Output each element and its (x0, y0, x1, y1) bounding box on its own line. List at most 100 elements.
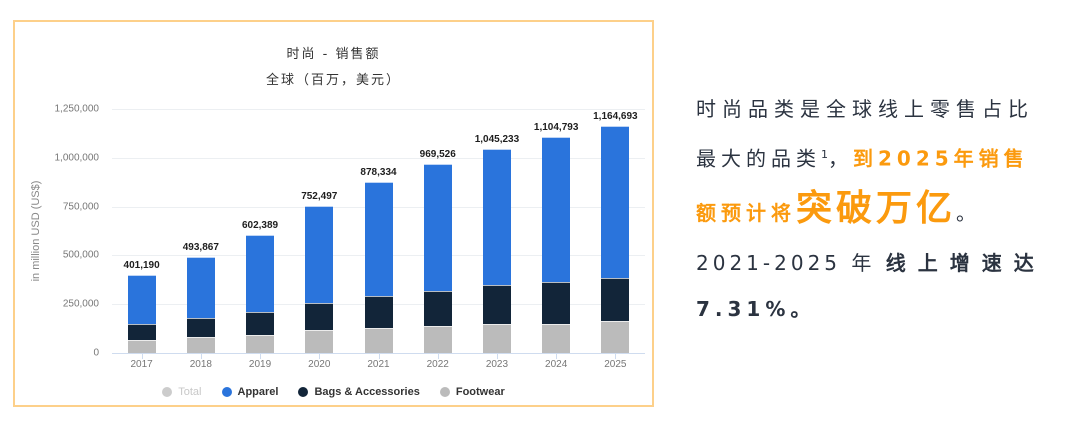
bar-total-label: 1,104,793 (533, 122, 579, 134)
segment-apparel[interactable] (542, 137, 571, 282)
y-tick-label: 1,250,000 (54, 103, 100, 115)
segment-bags[interactable] (482, 285, 511, 324)
gridline (112, 157, 645, 159)
chart-card: 时尚 - 销售额 全球（百万，美元） in million USD (US$) … (13, 20, 654, 407)
x-tick (319, 354, 321, 359)
side-line-1: 时尚品类是全球线上零售占比 (696, 97, 1034, 121)
segment-bags[interactable] (542, 281, 571, 324)
side-line-4: 2021-2025 年 线上增速达 (696, 240, 1066, 286)
legend: Total Apparel Bags & Accessories Footwear (15, 386, 652, 398)
y-tick-label: 250,000 (62, 298, 99, 310)
period: 。 (956, 201, 982, 225)
side-line-5: 7.31%。 (696, 286, 1066, 332)
y-axis-label: in million USD (US$) (30, 180, 42, 282)
segment-footwear[interactable] (305, 329, 334, 353)
legend-dot-icon (162, 387, 173, 397)
legend-label: Footwear (455, 386, 505, 398)
x-tick (496, 354, 498, 359)
highlight-trillion: 突破万亿 (796, 188, 957, 229)
bar-2025[interactable]: 1,164,693 (593, 111, 638, 353)
side-line-2-text: 最大的品类 (696, 146, 821, 171)
x-tick-label: 2023 (485, 359, 509, 370)
chart-subtitle: 全球（百万，美元） (265, 73, 401, 88)
highlight-2025: 到2025年销售 (853, 146, 1029, 171)
segment-apparel[interactable] (482, 148, 511, 286)
x-tick (260, 354, 262, 359)
x-tick-label: 2025 (604, 359, 627, 370)
legend-label: Apparel (237, 386, 279, 398)
bar-total-label: 493,867 (182, 241, 219, 253)
legend-item[interactable]: Total (162, 386, 202, 398)
bar-total-label: 1,045,233 (474, 133, 520, 145)
x-tick-label: 2020 (308, 359, 331, 370)
segment-apparel[interactable] (423, 163, 452, 291)
bar-total-label: 878,334 (360, 166, 397, 178)
bar-total-label: 969,526 (419, 148, 456, 160)
segment-bags[interactable] (186, 318, 215, 337)
legend-item[interactable]: Apparel (221, 386, 279, 398)
segment-footwear[interactable] (482, 323, 511, 353)
x-tick-label: 2019 (248, 359, 272, 370)
bar-total-label: 602,389 (241, 220, 279, 232)
segment-footwear[interactable] (127, 339, 156, 353)
bar-total-label: 752,497 (301, 191, 338, 203)
bar-2022[interactable]: 969,526 (420, 149, 456, 353)
segment-footwear[interactable] (423, 326, 452, 353)
highlight-forecast: 额预计将 (696, 201, 796, 225)
segment-apparel[interactable] (246, 235, 275, 312)
x-tick-label: 2018 (189, 359, 212, 370)
segment-bags[interactable] (127, 323, 156, 340)
side-description: 时尚品类是全球线上零售占比 最大的品类1，到2025年销售 额预计将突破万亿。 … (696, 86, 1066, 332)
side-line-2: 最大的品类1，到2025年销售 (696, 132, 1066, 178)
segment-bags[interactable] (305, 303, 334, 330)
bar-2017[interactable]: 401,190 (124, 260, 160, 353)
bar-2021[interactable]: 878,334 (360, 167, 397, 353)
x-tick (141, 354, 143, 359)
y-tick-label: 0 (93, 347, 99, 359)
segment-bags[interactable] (423, 290, 452, 327)
segment-footwear[interactable] (186, 336, 215, 353)
segment-apparel[interactable] (601, 125, 630, 279)
segment-footwear[interactable] (364, 328, 393, 353)
years-range: 2021-2025 年 (696, 251, 886, 275)
segment-footwear[interactable] (601, 320, 630, 353)
x-tick (200, 354, 202, 359)
bar-total-label: 401,190 (123, 259, 160, 271)
segment-apparel[interactable] (186, 256, 215, 319)
legend-label: Total (178, 386, 202, 398)
bar-2024[interactable]: 1,104,793 (534, 122, 578, 353)
y-tick-label: 1,000,000 (54, 152, 100, 164)
segment-apparel[interactable] (364, 181, 393, 296)
segment-bags[interactable] (364, 296, 393, 328)
gridline (112, 109, 645, 110)
x-axis-line (112, 353, 645, 354)
bar-2018[interactable]: 493,867 (183, 242, 219, 353)
x-tick-label: 2017 (130, 359, 153, 370)
legend-item[interactable]: Bags & Accessories (298, 386, 420, 398)
x-tick (378, 354, 380, 359)
segment-footwear[interactable] (246, 335, 275, 353)
chart-title: 时尚 - 销售额 (286, 47, 381, 62)
x-tick (615, 354, 617, 359)
bar-2023[interactable]: 1,045,233 (475, 134, 519, 353)
x-tick (437, 354, 439, 359)
bar-total-label: 1,164,693 (593, 110, 638, 122)
segment-footwear[interactable] (542, 323, 571, 353)
growth-rate: 7.31%。 (696, 297, 816, 321)
bar-2019[interactable]: 602,389 (242, 220, 278, 353)
legend-item[interactable]: Footwear (439, 386, 505, 398)
side-line-2-comma: ， (828, 146, 853, 171)
legend-dot-icon (439, 387, 450, 397)
segment-bags[interactable] (601, 278, 630, 321)
x-tick-label: 2024 (545, 359, 568, 370)
segment-apparel[interactable] (305, 206, 334, 304)
legend-label: Bags & Accessories (314, 386, 420, 398)
segment-apparel[interactable] (127, 274, 156, 324)
bar-2020[interactable]: 752,497 (301, 191, 337, 353)
legend-dot-icon (221, 387, 232, 397)
side-line-3: 额预计将突破万亿。 (696, 178, 1066, 240)
x-tick-label: 2021 (367, 359, 390, 370)
y-tick-label: 750,000 (62, 201, 99, 213)
segment-bags[interactable] (246, 312, 275, 336)
footnote-marker: 1 (821, 148, 828, 161)
